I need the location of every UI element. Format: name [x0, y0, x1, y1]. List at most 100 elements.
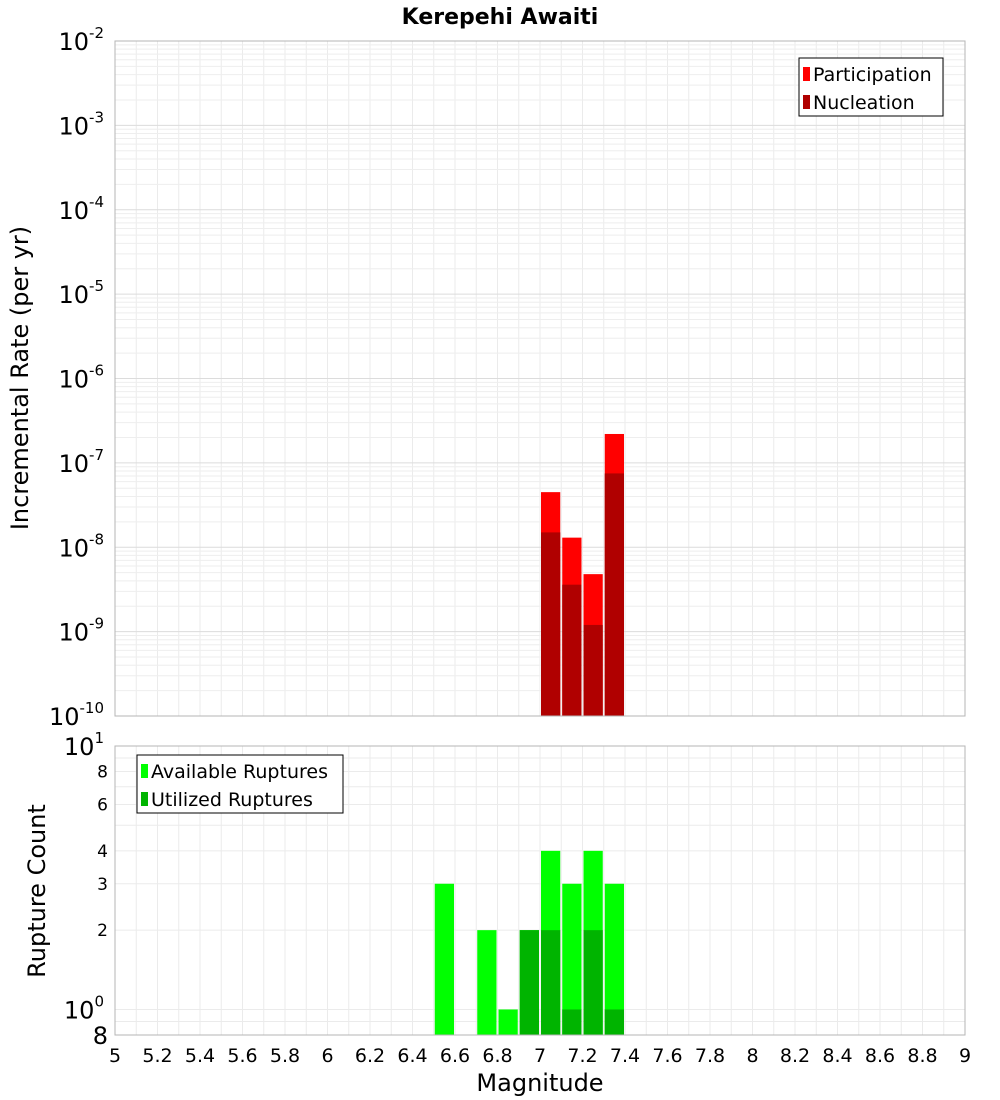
x-tick-label: 5.4	[185, 1045, 215, 1067]
legend-label: Utilized Ruptures	[151, 789, 313, 811]
x-tick-label: 8	[746, 1045, 758, 1067]
x-ticks: 5 5.2 5.4 5.6 5.8 6 6.2 6.4 6.6 6.8 7 7.2 7.4 7.6 7.8 8…	[109, 1045, 971, 1067]
y-tick-exponent: -2	[89, 24, 104, 42]
legend-label: Available Ruptures	[151, 761, 328, 783]
y-tick-label: 2	[97, 921, 108, 941]
bar	[562, 584, 582, 716]
y-tick-base: 4	[97, 842, 108, 862]
bar	[541, 532, 561, 716]
x-tick-label: 8.8	[907, 1045, 937, 1067]
bar	[604, 1009, 624, 1035]
x-tick-label: 6.6	[440, 1045, 470, 1067]
bar	[434, 883, 454, 1035]
y-tick-exponent: -10	[80, 699, 105, 717]
x-tick-label: 5.8	[270, 1045, 300, 1067]
y-tick-label: 10-3	[58, 108, 104, 140]
y-tick-base: 10	[58, 534, 89, 562]
y-tick-label: 101	[64, 729, 104, 761]
y-tick-exponent: -8	[89, 530, 104, 548]
x-tick-label: 5	[109, 1045, 121, 1067]
top-legend: Participation Nucleation	[798, 57, 944, 117]
y-tick-label: 10-9	[58, 615, 104, 647]
y-tick-base: 10	[64, 996, 95, 1024]
y-tick-label: 8	[93, 1022, 108, 1050]
y-tick-label: 4	[97, 842, 108, 862]
y-tick-label: 10-2	[58, 24, 104, 56]
y-tick-label: 10-8	[58, 530, 104, 562]
legend-box	[136, 754, 344, 814]
y-tick-label: 3	[97, 875, 108, 895]
x-tick-label: 5.2	[142, 1045, 172, 1067]
y-tick-exponent: -6	[89, 362, 104, 380]
x-tick-label: 6.2	[355, 1045, 385, 1067]
y-tick-base: 6	[97, 795, 108, 815]
top-bars	[541, 433, 624, 716]
bar	[583, 930, 603, 1035]
y-tick-exponent: -5	[89, 277, 104, 295]
bar	[604, 883, 624, 1035]
bottom-plot-frame	[114, 745, 966, 1036]
legend-swatch	[141, 792, 148, 806]
y-tick-base: 10	[58, 450, 89, 478]
y-tick-exponent: 0	[94, 992, 104, 1010]
y-tick-label: 10-5	[58, 277, 104, 309]
legend-swatch	[803, 95, 810, 109]
bar	[562, 1009, 582, 1035]
x-tick-label: 8.2	[780, 1045, 810, 1067]
chart-title: Kerepehi Awaiti	[402, 5, 599, 30]
top-plot-frame	[114, 40, 966, 717]
x-tick-label: 7.4	[610, 1045, 640, 1067]
bottom-y-axis-label: Rupture Count	[23, 804, 51, 978]
y-tick-label: 100	[64, 992, 104, 1024]
legend-swatch	[803, 67, 810, 81]
x-tick-label: 5.6	[227, 1045, 257, 1067]
x-tick-label: 7.8	[695, 1045, 725, 1067]
bottom-legend: Available Ruptures Utilized Ruptures	[136, 754, 344, 814]
y-tick-base: 10	[64, 733, 95, 761]
legend-label: Nucleation	[813, 92, 915, 114]
bar	[477, 930, 497, 1035]
top-panel: 10-210-310-410-510-610-710-810-910-10 In…	[6, 24, 966, 731]
y-tick-base: 10	[58, 281, 89, 309]
x-tick-label: 7.6	[652, 1045, 682, 1067]
y-tick-base: 10	[58, 197, 89, 225]
y-tick-exponent: -3	[89, 108, 104, 126]
y-tick-label: 8	[97, 763, 108, 783]
x-tick-label: 8.6	[865, 1045, 895, 1067]
top-y-ticks: 10-210-310-410-510-610-710-810-910-10	[49, 24, 104, 731]
bottom-bars	[434, 850, 624, 1035]
x-tick-label: 7	[534, 1045, 546, 1067]
bar	[541, 930, 561, 1035]
bar	[562, 883, 582, 1035]
x-tick-label: 6.4	[397, 1045, 427, 1067]
y-tick-base: 10	[58, 619, 89, 647]
y-tick-base: 10	[58, 112, 89, 140]
x-axis-label: Magnitude	[476, 1069, 603, 1097]
y-tick-label: 10-7	[58, 446, 104, 478]
y-tick-exponent: -7	[89, 446, 104, 464]
y-tick-base: 10	[58, 366, 89, 394]
y-tick-exponent: -9	[89, 615, 104, 633]
y-tick-base: 10	[58, 28, 89, 56]
y-tick-base: 2	[97, 921, 108, 941]
bar	[604, 473, 624, 716]
y-tick-label: 10-10	[49, 699, 104, 731]
y-tick-base: 8	[93, 1022, 108, 1050]
x-tick-label: 6	[321, 1045, 333, 1067]
bar	[583, 624, 603, 716]
x-tick-label: 9	[959, 1045, 971, 1067]
x-tick-label: 7.2	[567, 1045, 597, 1067]
y-tick-label: 10-4	[58, 193, 104, 225]
y-tick-base: 3	[97, 875, 108, 895]
y-tick-base: 8	[97, 763, 108, 783]
top-y-axis-label: Incremental Rate (per yr)	[6, 226, 34, 530]
y-tick-label: 6	[97, 795, 108, 815]
y-tick-exponent: 1	[94, 729, 104, 747]
y-tick-exponent: -4	[89, 193, 104, 211]
legend-box	[798, 57, 944, 117]
legend-label: Participation	[813, 64, 932, 86]
top-grid	[114, 41, 966, 717]
